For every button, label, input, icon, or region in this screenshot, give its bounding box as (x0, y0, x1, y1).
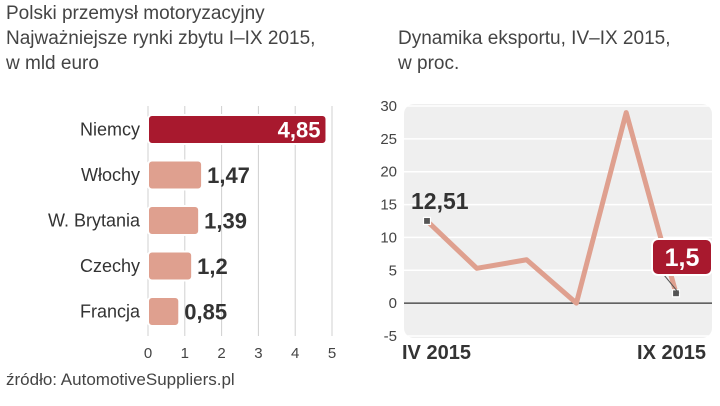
bar-chart: Niemcy Włochy W. Brytania Czechy Francja 4,8… (48, 106, 336, 362)
bar-x-tick-label: 2 (217, 345, 225, 362)
bar (147, 250, 194, 282)
bar (147, 114, 328, 145)
bar-value-label: 1,39 (204, 209, 247, 234)
annotation-label: 1,5 (665, 244, 700, 272)
bar-value-label: 4,85 (278, 118, 321, 143)
bar-x-tick-label: 5 (328, 345, 336, 362)
right-title-line-1: Dynamika eksportu, IV–IX 2015, (398, 28, 671, 49)
left-title-line-1: Polski przemysł motoryzacyjny (6, 3, 265, 24)
annotation-label: 12,51 (411, 188, 469, 214)
source-note: źródło: AutomotiveSuppliers.pl (6, 370, 235, 389)
point-marker (422, 216, 432, 226)
line-y-tick-label: 25 (380, 131, 397, 148)
bar-category-label: Włochy (81, 165, 140, 185)
bar-x-tick-label: 0 (144, 345, 152, 362)
line-y-tick-label: 20 (380, 164, 397, 181)
line-y-tick-label: 5 (389, 262, 397, 279)
line-y-tick-label: 0 (389, 295, 397, 312)
annotation-badge (651, 238, 713, 276)
line-chart-panel (404, 104, 712, 338)
bar-category-label: Niemcy (80, 120, 140, 140)
bar (147, 296, 181, 327)
left-title-line-2: Najważniejsze rynki zbytu I–IX 2015, (6, 28, 316, 49)
line-y-tick-label: -5 (384, 328, 397, 345)
bar (147, 205, 201, 236)
line-y-tick-label: 10 (380, 229, 397, 246)
right-title-line-2: w proc. (398, 53, 460, 74)
left-title-line-3: w mld euro (6, 53, 99, 74)
bar-value-label: 1,2 (197, 254, 228, 279)
line-y-tick-label: 30 (380, 98, 397, 115)
bar-category-label: W. Brytania (48, 211, 141, 231)
bar-x-tick-label: 3 (254, 345, 262, 362)
bar-x-tick-label: 1 (181, 345, 189, 362)
line-x-label-end: IX 2015 (637, 342, 706, 364)
line-y-tick-label: 15 (380, 197, 397, 214)
annotation-leader (663, 274, 680, 294)
line-chart: -5 0 5 10 15 20 25 30 12,51 1,5 IV 2015 IX 2015 (380, 98, 713, 364)
bar (147, 159, 204, 191)
bar-category-label: Francja (80, 302, 141, 322)
line-x-label-start: IV 2015 (402, 342, 471, 364)
bar-value-label: 0,85 (184, 300, 227, 325)
bar-value-label: 1,47 (207, 163, 250, 188)
bar-category-label: Czechy (80, 256, 140, 276)
bar-x-tick-label: 4 (291, 345, 299, 362)
export-dynamics-line (424, 110, 679, 306)
